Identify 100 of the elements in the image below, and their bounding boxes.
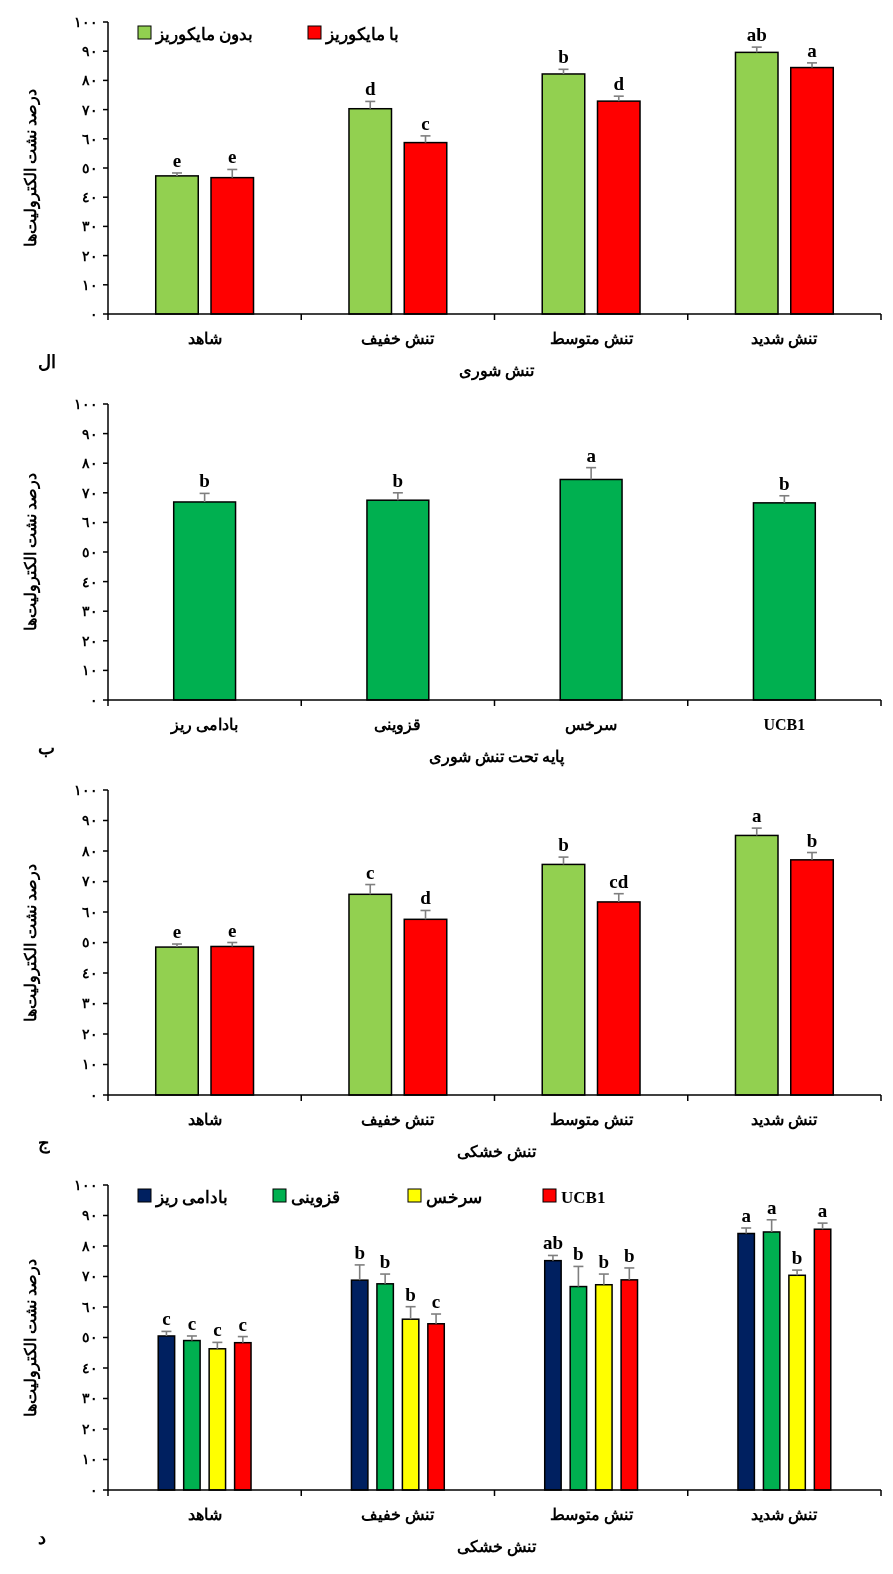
y-tick-label: ٠ bbox=[90, 306, 98, 322]
data-label: e bbox=[228, 919, 237, 941]
data-label: b bbox=[598, 1251, 610, 1273]
data-label: b bbox=[379, 1251, 391, 1273]
data-label: b bbox=[558, 834, 569, 856]
x-tick-label: سرخس bbox=[565, 716, 618, 735]
y-tick-label: ٧٠ bbox=[81, 874, 98, 890]
y-tick-label: ٧٠ bbox=[81, 1269, 98, 1285]
y-tick-label: ٩٠ bbox=[82, 813, 98, 829]
data-label: a bbox=[586, 444, 597, 466]
y-tick-label: ١٠ bbox=[82, 663, 98, 679]
data-label: a bbox=[751, 805, 762, 827]
y-tick-label: ٩٠ bbox=[82, 44, 98, 60]
legend-label: بدون مایکوریز bbox=[154, 24, 254, 45]
y-tick-label: ٧٠ bbox=[81, 485, 98, 501]
legend-label: سرخس bbox=[426, 1187, 482, 1208]
data-label: d bbox=[613, 73, 625, 95]
x-tick-label: تنش متوسط bbox=[549, 330, 634, 349]
data-label: d bbox=[420, 887, 432, 909]
y-tick-label: ١٠٠ bbox=[74, 14, 98, 30]
y-tick-label: ٢٠ bbox=[82, 633, 98, 649]
x-tick-label: تنش شدید bbox=[751, 330, 819, 349]
data-label: b bbox=[392, 469, 404, 491]
y-tick-label: ٢٠ bbox=[82, 1026, 98, 1042]
x-tick-label: قزوینی bbox=[374, 716, 422, 735]
y-tick-label: ٣٠ bbox=[82, 219, 98, 235]
y-tick-label: ٦٠ bbox=[82, 515, 98, 531]
legend-label: با مایکوریز bbox=[324, 24, 400, 45]
y-tick-label: ١٠٠ bbox=[74, 1177, 98, 1193]
y-tick-label: ٤٠ bbox=[82, 965, 98, 981]
x-axis-title: تنش شوری bbox=[459, 362, 535, 381]
x-axis-title: پایه تحت تنش شوری bbox=[429, 748, 565, 767]
x-tick-label: شاهد bbox=[187, 1111, 222, 1128]
data-label: c bbox=[421, 112, 430, 134]
data-label: a bbox=[741, 1205, 752, 1227]
y-axis-title: درصد نشت الکترولیت‌ها bbox=[22, 89, 41, 247]
y-axis-title: درصد نشت الکترولیت‌ها bbox=[22, 473, 41, 631]
data-label: b bbox=[779, 472, 790, 494]
data-label: c bbox=[213, 1319, 222, 1341]
data-label: c bbox=[366, 861, 375, 883]
y-tick-label: ١٠٠ bbox=[74, 396, 98, 412]
y-tick-label: ٠ bbox=[90, 692, 98, 708]
x-axis-title: تنش خشکی bbox=[457, 1538, 537, 1557]
data-label: e bbox=[228, 146, 237, 168]
data-label: b bbox=[806, 829, 818, 851]
data-label: d bbox=[364, 78, 376, 100]
data-label: b bbox=[558, 46, 569, 68]
data-label: e bbox=[172, 149, 182, 171]
y-tick-label: ٥٠ bbox=[82, 160, 98, 176]
data-label: c bbox=[162, 1308, 171, 1330]
y-tick-label: ٨٠ bbox=[81, 843, 98, 859]
data-label: b bbox=[405, 1283, 416, 1305]
data-label: a bbox=[807, 39, 818, 61]
y-tick-label: ٨٠ bbox=[81, 1238, 98, 1254]
legend-label: UCB1 bbox=[561, 1187, 606, 1207]
data-label: ab bbox=[746, 24, 767, 46]
y-tick-label: ٨٠ bbox=[81, 456, 98, 472]
x-tick-label: شاهد bbox=[187, 330, 222, 347]
y-tick-label: ٤٠ bbox=[82, 1360, 98, 1376]
x-axis-title: تنش خشکی bbox=[457, 1143, 537, 1162]
data-label: ab bbox=[542, 1232, 563, 1254]
data-label: b bbox=[199, 470, 210, 492]
legend-label: قزوینی bbox=[291, 1187, 340, 1208]
y-axis-title: درصد نشت الکترولیت‌ها bbox=[22, 1258, 41, 1417]
y-tick-label: ٣٠ bbox=[82, 1391, 98, 1407]
y-tick-label: ٠ bbox=[90, 1087, 98, 1103]
y-tick-label: ٢٠ bbox=[82, 1421, 98, 1437]
data-label: a bbox=[766, 1196, 777, 1218]
text: د bbox=[38, 1528, 46, 1548]
y-tick-label: ٥٠ bbox=[82, 544, 98, 560]
y-tick-label: ١٠ bbox=[82, 1452, 98, 1468]
text: ب bbox=[38, 738, 55, 758]
y-tick-label: ٥٠ bbox=[82, 1330, 98, 1346]
y-tick-label: ٣٠ bbox=[82, 996, 98, 1012]
data-label: b bbox=[624, 1244, 635, 1266]
data-label: b bbox=[791, 1247, 803, 1269]
x-tick-label: تنش خفیف bbox=[361, 1506, 436, 1525]
y-tick-label: ٨٠ bbox=[81, 73, 98, 89]
x-tick-label: تنش خفیف bbox=[361, 1111, 436, 1130]
y-tick-label: ٤٠ bbox=[82, 574, 98, 590]
data-label: c bbox=[187, 1312, 197, 1334]
data-label: e bbox=[172, 921, 182, 943]
y-tick-label: ١٠ bbox=[82, 277, 98, 293]
data-label: b bbox=[354, 1241, 365, 1263]
x-tick-label: تنش شدید bbox=[751, 1111, 819, 1130]
y-tick-label: ٦٠ bbox=[82, 904, 98, 920]
text: ال bbox=[38, 352, 56, 372]
y-tick-label: ٣٠ bbox=[82, 604, 98, 620]
data-label: b bbox=[573, 1243, 584, 1265]
text: ج bbox=[38, 1133, 50, 1154]
y-tick-label: ١٠ bbox=[82, 1057, 98, 1073]
y-tick-label: ٩٠ bbox=[82, 426, 98, 442]
y-tick-label: ١٠٠ bbox=[74, 782, 98, 798]
x-tick-label: تنش خفیف bbox=[361, 330, 436, 349]
y-axis-title: درصد نشت الکترولیت‌ها bbox=[22, 863, 41, 1022]
data-label: cd bbox=[609, 870, 629, 892]
y-tick-label: ٦٠ bbox=[82, 131, 98, 147]
y-tick-label: ٥٠ bbox=[82, 935, 98, 951]
x-tick-label: تنش متوسط bbox=[549, 1506, 634, 1525]
y-tick-label: ٦٠ bbox=[82, 1299, 98, 1315]
